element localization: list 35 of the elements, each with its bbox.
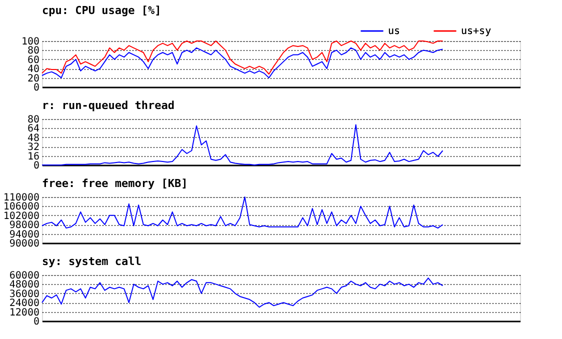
- y-tick-label: 100: [21, 36, 40, 48]
- y-tick-label: 80: [27, 46, 40, 57]
- line-series: [42, 124, 444, 166]
- y-tick-label: 40: [27, 64, 40, 76]
- y-tick-label: 110000: [3, 192, 40, 204]
- y-tick-label: 98000: [9, 220, 40, 232]
- chart-title: free: free memory [KB]: [42, 177, 188, 190]
- chart-title: r: run-queued thread: [42, 99, 174, 112]
- chart-title: sy: system call: [42, 255, 142, 268]
- y-tick-label: 90000: [9, 238, 40, 250]
- y-tick-label: 16: [27, 151, 40, 162]
- chart-title: cpu: CPU usage [%]: [42, 4, 162, 17]
- legend-label: us+sy: [461, 26, 492, 37]
- line-series: [42, 47, 444, 78]
- y-tick-label: 106000: [3, 202, 40, 213]
- y-tick-label: 0: [33, 160, 40, 172]
- y-tick-label: 60: [27, 54, 40, 66]
- y-tick-label: 12000: [9, 307, 40, 318]
- y-tick-label: 94000: [9, 229, 40, 240]
- y-tick-label: 48000: [9, 280, 40, 291]
- y-tick-label: 102000: [3, 210, 40, 222]
- y-tick-label: 20: [27, 73, 40, 84]
- y-tick-label: 32: [27, 142, 40, 154]
- y-tick-label: 48: [27, 132, 40, 144]
- y-tick-label: 80: [27, 114, 40, 126]
- y-tick-label: 24000: [9, 298, 40, 310]
- y-tick-label: 0: [33, 316, 40, 328]
- line-series: [42, 278, 444, 308]
- legend-label: us: [388, 26, 400, 37]
- y-tick-label: 60000: [9, 270, 40, 282]
- line-series: [42, 196, 444, 229]
- y-tick-label: 0: [33, 82, 40, 94]
- y-tick-label: 36000: [9, 288, 40, 300]
- line-series: [42, 40, 444, 75]
- y-tick-label: 64: [27, 124, 40, 135]
